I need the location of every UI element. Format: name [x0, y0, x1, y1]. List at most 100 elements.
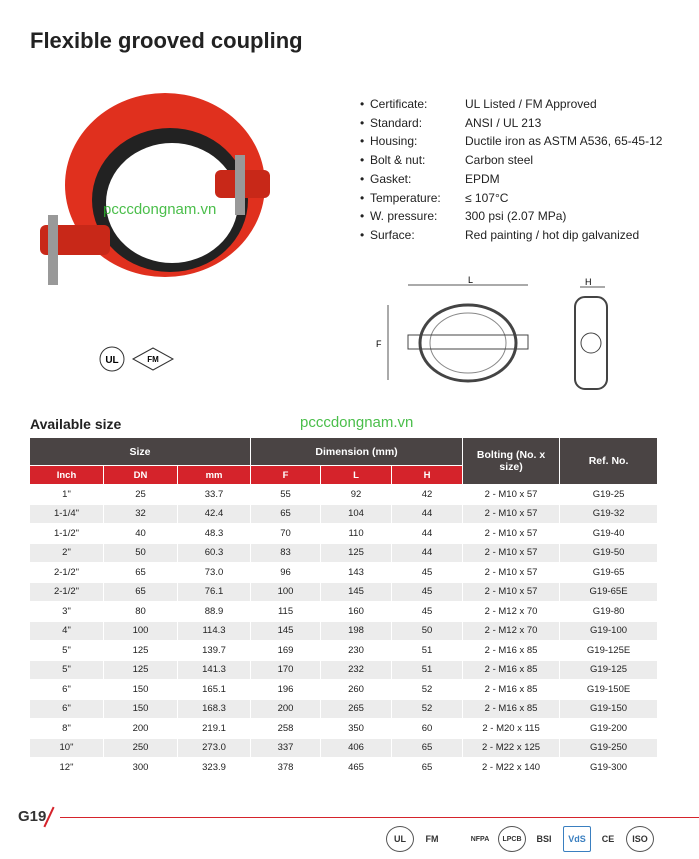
table-cell: 52 [391, 679, 464, 700]
table-cell: 4" [29, 620, 104, 641]
table-cell: G19-125E [559, 640, 659, 661]
spec-key: Gasket: [370, 171, 412, 186]
table-row: 2-1/2" 65 73.0 96 143 45 2 - M10 x 57 G19-65 [29, 562, 659, 583]
spec-item: • Housing: Ductile iron as ASTM A536, 65-4… [360, 132, 662, 151]
table-cell: 2 - M10 x 57 [462, 503, 561, 524]
table-cell: 2 - M16 x 85 [462, 640, 561, 661]
table-row: 2" 50 60.3 83 125 44 2 - M10 x 57 G19-50 [29, 542, 659, 563]
spec-item: • Surface: Red painting / hot dip galvaniz… [360, 226, 662, 245]
table-cell: 42 [391, 484, 464, 505]
spec-list: • Certificate: UL Listed / FM Approved • Sta… [360, 95, 662, 245]
table-cell: 198 [320, 620, 393, 641]
coupling-photo [40, 93, 270, 285]
table-cell: 3" [29, 601, 104, 622]
table-cell: 2 - M10 x 57 [462, 542, 561, 563]
table-cell: G19-50 [559, 542, 659, 563]
table-cell: 2-1/2" [29, 562, 104, 583]
table-cell: 60.3 [176, 542, 252, 563]
table-cell: 100 [250, 581, 322, 602]
table-cell: 25 [103, 484, 178, 505]
spec-value: Red painting / hot dip galvanized [465, 227, 640, 242]
table-cell: 45 [391, 581, 464, 602]
dim-l-label: L [468, 275, 473, 285]
table-row: 3" 80 88.9 115 160 45 2 - M12 x 70 G19-80 [29, 601, 659, 622]
cert-logo-ce: CE [601, 834, 615, 844]
table-cell: 250 [103, 737, 178, 758]
table-cell: 168.3 [176, 698, 252, 719]
header-ref: Ref. No. [559, 437, 659, 485]
spec-value: EPDM [465, 171, 500, 186]
table-cell: G19-100 [559, 620, 659, 641]
header-size: Size [28, 437, 252, 466]
table-cell: 115 [250, 601, 322, 622]
table-row: 2-1/2" 65 76.1 100 145 45 2 - M10 x 57 G19-65E [29, 581, 659, 602]
table-cell: 150 [103, 698, 178, 719]
table-cell: G19-25 [559, 484, 659, 505]
table-cell: G19-250 [559, 737, 659, 758]
table-cell: 2" [29, 542, 104, 563]
table-cell: 165.1 [176, 679, 252, 700]
bullet: • [360, 190, 365, 205]
table-cell: 350 [320, 718, 393, 739]
bullet: • [360, 153, 365, 168]
subheader-inch: Inch [29, 465, 104, 485]
spec-item: • Certificate: UL Listed / FM Approved [360, 95, 662, 114]
table-cell: 1" [29, 484, 104, 505]
table-row: 5" 125 141.3 170 232 51 2 - M16 x 85 G19-125 [29, 659, 659, 680]
table-cell: 273.0 [176, 737, 252, 758]
bullet: • [360, 209, 365, 224]
table-row: 4" 100 114.3 145 198 50 2 - M12 x 70 G19-100 [29, 620, 659, 641]
table-cell: 219.1 [176, 718, 252, 739]
size-table: Size Dimension (mm) Bolting (No. x size)… [28, 437, 659, 778]
table-cell: 52 [391, 698, 464, 719]
section-title: Available size [30, 416, 122, 432]
table-cell: 80 [103, 601, 178, 622]
table-cell: 143 [320, 562, 393, 583]
spec-value: Carbon steel [465, 153, 534, 168]
spec-item: • Gasket: EPDM [360, 170, 662, 189]
table-cell: 2 - M10 x 57 [462, 562, 561, 583]
dim-f-label: F [376, 339, 382, 349]
subheader-f: F [250, 465, 322, 485]
table-cell: 42.4 [176, 503, 252, 524]
spec-key: Housing: [370, 134, 418, 149]
table-row: 6" 150 168.3 200 265 52 2 - M16 x 85 G19-150 [29, 698, 659, 719]
table-cell: G19-40 [559, 523, 659, 544]
table-cell: 12" [29, 757, 104, 778]
fm-logo-text: FM [147, 355, 159, 364]
table-cell: 2 - M10 x 57 [462, 484, 561, 505]
table-cell: G19-65E [559, 581, 659, 602]
table-cell: G19-125 [559, 659, 659, 680]
subheader-dn: DN [103, 465, 178, 485]
table-cell: 125 [320, 542, 393, 563]
ul-logo-text: UL [105, 355, 118, 366]
cert-logo-ul: UL [386, 826, 414, 852]
spec-key: Certificate: [370, 97, 428, 111]
table-cell: 125 [103, 659, 178, 680]
table-cell: 139.7 [176, 640, 252, 661]
table-cell: 33.7 [176, 484, 252, 505]
spec-item: • Bolt & nut: Carbon steel [360, 151, 662, 170]
table-cell: 83 [250, 542, 322, 563]
table-cell: 6" [29, 679, 104, 700]
table-row: 1-1/2" 40 48.3 70 110 44 2 - M10 x 57 G19-40 [29, 523, 659, 544]
table-cell: 65 [103, 581, 178, 602]
spec-item: • Standard: ANSI / UL 213 [360, 114, 662, 133]
table-cell: 160 [320, 601, 393, 622]
spec-key: Surface: [370, 227, 415, 242]
cert-logo-bsi: BSI [536, 834, 552, 844]
table-row: 8" 200 219.1 258 350 60 2 - M20 x 115 G19-200 [29, 718, 659, 739]
table-cell: 5" [29, 640, 104, 661]
table-cell: 258 [250, 718, 322, 739]
table-cell: 65 [103, 562, 178, 583]
table-row: 10" 250 273.0 337 406 65 2 - M22 x 125 G19-250 [29, 737, 659, 758]
header-bolting: Bolting (No. x size) [462, 437, 561, 485]
table-cell: 125 [103, 640, 178, 661]
table-cell: 65 [391, 737, 464, 758]
table-cell: 73.0 [176, 562, 252, 583]
table-cell: 170 [250, 659, 322, 680]
table-cell: 92 [320, 484, 393, 505]
dimension-diagram: L F H [376, 275, 608, 390]
table-cell: 51 [391, 640, 464, 661]
table-cell: 2 - M22 x 140 [462, 757, 561, 778]
